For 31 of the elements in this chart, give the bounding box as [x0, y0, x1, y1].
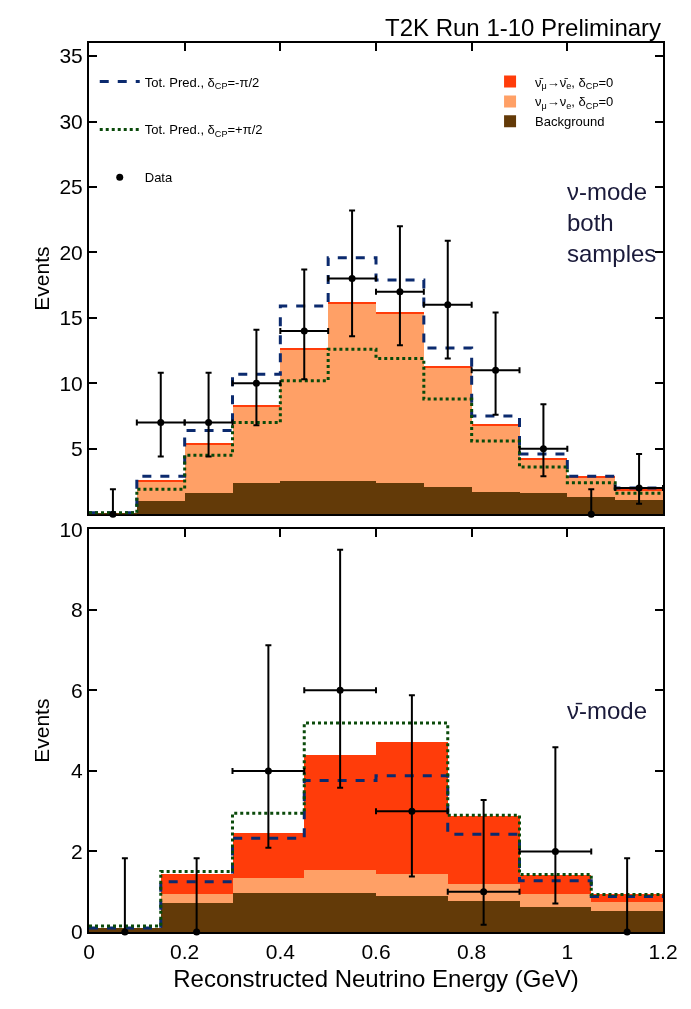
x-tick-label: 0.4 [265, 940, 296, 964]
x-tick-label: 0.6 [361, 940, 391, 964]
legend-label: Tot. Pred., δ$_{CP}$=+π/2 [144, 122, 263, 140]
y-tick-label: 10 [59, 371, 83, 395]
y-tick-label: 5 [71, 437, 83, 461]
y-tick-label: 4 [71, 759, 84, 783]
legend-label: ν$_{μ}$→ν$_{e}$, δ$_{CP}$=0 [535, 94, 614, 112]
x-tick-label: 1.2 [648, 940, 678, 964]
y-tick-label: 0 [71, 920, 83, 944]
y-tick-label: 35 [59, 44, 83, 68]
x-tick-label: 0.2 [170, 940, 200, 964]
y-axis-title: Events [30, 246, 54, 311]
y-tick-label: 8 [71, 598, 83, 622]
y-tick-label: 15 [59, 306, 83, 330]
y-tick-label: 10 [59, 517, 83, 541]
y-tick-label: 20 [59, 240, 83, 264]
legend-label: Background [535, 114, 605, 130]
legend-label: Data [144, 170, 173, 186]
y-tick-label: 25 [59, 175, 83, 199]
y-tick-label: 30 [59, 109, 83, 133]
legend-label: ν̄$_{μ}$→ν̄$_{e}$, δ$_{CP}$=0 [535, 74, 614, 92]
annotation: ν-mode both samples [567, 178, 657, 268]
y-tick-label: 2 [71, 839, 83, 863]
y-axis-title: Events [30, 698, 54, 763]
y-tick-label: 6 [71, 678, 83, 702]
annotation: ν̄-mode [567, 697, 648, 724]
chart-title: T2K Run 1-10 Preliminary [385, 14, 662, 41]
x-axis-title: Reconstructed Neutrino Energy (GeV) [173, 965, 579, 992]
legend-label: Tot. Pred., δ$_{CP}$=-π/2 [144, 74, 260, 92]
x-tick-label: 0.8 [457, 940, 487, 964]
x-tick-label: 1 [561, 940, 574, 964]
